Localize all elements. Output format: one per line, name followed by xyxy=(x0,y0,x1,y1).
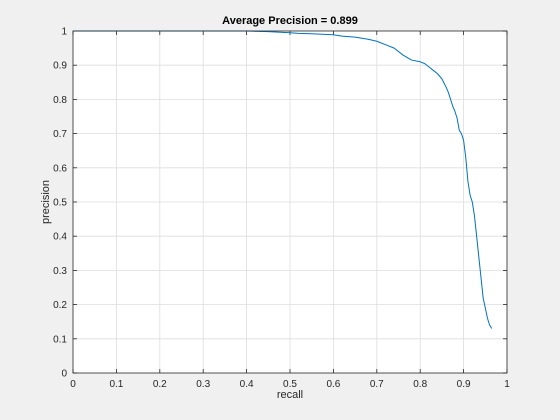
y-tick-label: 0 xyxy=(61,369,67,380)
x-tick-label: 0.3 xyxy=(196,379,210,390)
y-tick-label: 0.6 xyxy=(53,163,67,174)
y-tick-label: 0.1 xyxy=(53,334,67,345)
x-axis-title: recall xyxy=(277,389,303,401)
x-tick-label: 0.1 xyxy=(109,379,123,390)
x-tick-label: 0.8 xyxy=(413,379,427,390)
y-tick-label: 0.2 xyxy=(53,300,67,311)
y-tick-label: 0.9 xyxy=(53,61,67,72)
x-tick-label: 0.6 xyxy=(326,379,340,390)
y-tick-label: 0.5 xyxy=(53,198,67,209)
y-tick-label: 0.4 xyxy=(53,232,67,243)
x-tick-label: 1 xyxy=(504,379,510,390)
y-axis-ticks: 0 0.1 0.2 0.3 0.4 0.5 0.6 0.7 0.8 0.9 1 xyxy=(53,27,507,380)
y-tick-label: 1 xyxy=(61,27,67,38)
x-tick-label: 0 xyxy=(70,379,76,390)
axes-box xyxy=(72,30,508,374)
x-tick-label: 0.4 xyxy=(240,379,254,390)
grid-lines xyxy=(73,31,507,373)
y-tick-label: 0.8 xyxy=(53,95,67,106)
y-tick-label: 0.7 xyxy=(53,129,67,140)
y-axis-title: precision xyxy=(40,180,52,224)
x-tick-label: 0.7 xyxy=(370,379,384,390)
chart-title: Average Precision = 0.899 xyxy=(222,15,358,27)
x-tick-label: 0.5 xyxy=(283,379,297,390)
x-tick-label: 0.2 xyxy=(153,379,167,390)
x-tick-label: 0.9 xyxy=(457,379,471,390)
y-tick-label: 0.3 xyxy=(53,266,67,277)
